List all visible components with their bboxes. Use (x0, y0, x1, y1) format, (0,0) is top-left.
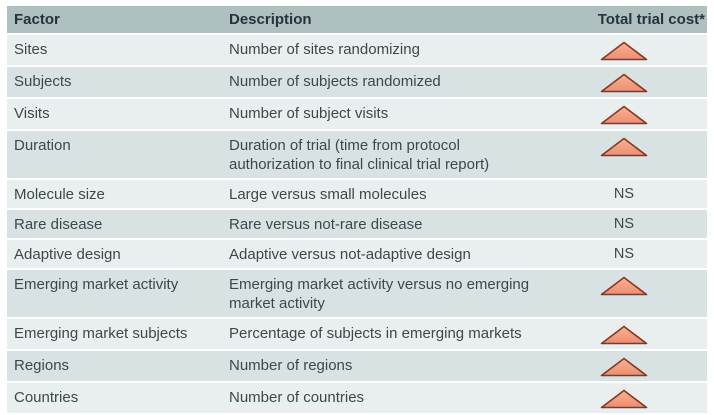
increase-triangle-icon (600, 325, 648, 345)
cost-cell (559, 351, 707, 381)
cost-cell (559, 131, 707, 178)
description-cell: Emerging market activity versus no emerg… (229, 276, 530, 312)
factor-cell: Countries (14, 389, 79, 406)
cost-cell (559, 99, 707, 129)
table-row: Molecule size Large versus small molecul… (7, 180, 707, 208)
cost-cell: NS (559, 210, 707, 238)
column-header-total-trial-cost: Total trial cost* (597, 11, 705, 28)
factor-cell: Visits (14, 105, 50, 122)
table-row: Visits Number of subject visits (7, 99, 707, 129)
factor-cell: Sites (14, 41, 48, 58)
factor-cell: Molecule size (14, 186, 105, 203)
cost-cell (559, 67, 707, 97)
description-cell: Number of countries (229, 389, 365, 406)
cost-cell (559, 383, 707, 413)
increase-triangle-icon (600, 73, 648, 93)
ns-label: NS (613, 246, 635, 262)
description-cell: Number of subject visits (229, 105, 389, 122)
cost-cell (559, 35, 707, 65)
description-cell: Large versus small molecules (229, 186, 427, 203)
increase-triangle-icon (600, 137, 648, 157)
table-row: Emerging market subjects Percentage of s… (7, 319, 707, 349)
description-cell: Percentage of subjects in emerging marke… (229, 325, 522, 342)
table-header-row: Factor Description Total trial cost* (7, 6, 707, 33)
factor-cell: Duration (14, 137, 71, 154)
increase-triangle-icon (600, 357, 648, 377)
increase-triangle-icon (600, 389, 648, 409)
table-row: Duration Duration of trial (time from pr… (7, 131, 707, 178)
description-cell: Duration of trial (time from protocol au… (229, 137, 490, 173)
cost-cell (559, 270, 707, 317)
increase-triangle-icon (600, 105, 648, 125)
cost-cell: NS (559, 240, 707, 268)
table-row: Subjects Number of subjects randomized (7, 67, 707, 97)
table-row: Rare disease Rare versus not-rare diseas… (7, 210, 707, 238)
description-cell: Number of subjects randomized (229, 73, 441, 90)
trial-cost-factors-table: Factor Description Total trial cost* Sit… (7, 6, 707, 415)
description-cell: Rare versus not-rare disease (229, 216, 423, 233)
table-row: Emerging market activity Emerging market… (7, 270, 707, 317)
factor-cell: Rare disease (14, 216, 103, 233)
table-row: Countries Number of countries (7, 383, 707, 413)
factor-cell: Subjects (14, 73, 72, 90)
increase-triangle-icon (600, 276, 648, 296)
ns-label: NS (613, 186, 635, 202)
table-row: Sites Number of sites randomizing (7, 35, 707, 65)
table-row: Regions Number of regions (7, 351, 707, 381)
factor-cell: Emerging market activity (14, 276, 179, 293)
description-cell: Number of sites randomizing (229, 41, 420, 58)
factor-cell: Adaptive design (14, 246, 121, 263)
factor-cell: Emerging market subjects (14, 325, 188, 342)
cost-cell: NS (559, 180, 707, 208)
increase-triangle-icon (600, 41, 648, 61)
table-row: Adaptive design Adaptive versus not-adap… (7, 240, 707, 268)
column-header-factor: Factor (14, 11, 60, 28)
ns-label: NS (613, 216, 635, 232)
description-cell: Adaptive versus not-adaptive design (229, 246, 471, 263)
description-cell: Number of regions (229, 357, 353, 374)
column-header-description: Description (229, 11, 312, 28)
cost-cell (559, 319, 707, 349)
factor-cell: Regions (14, 357, 70, 374)
